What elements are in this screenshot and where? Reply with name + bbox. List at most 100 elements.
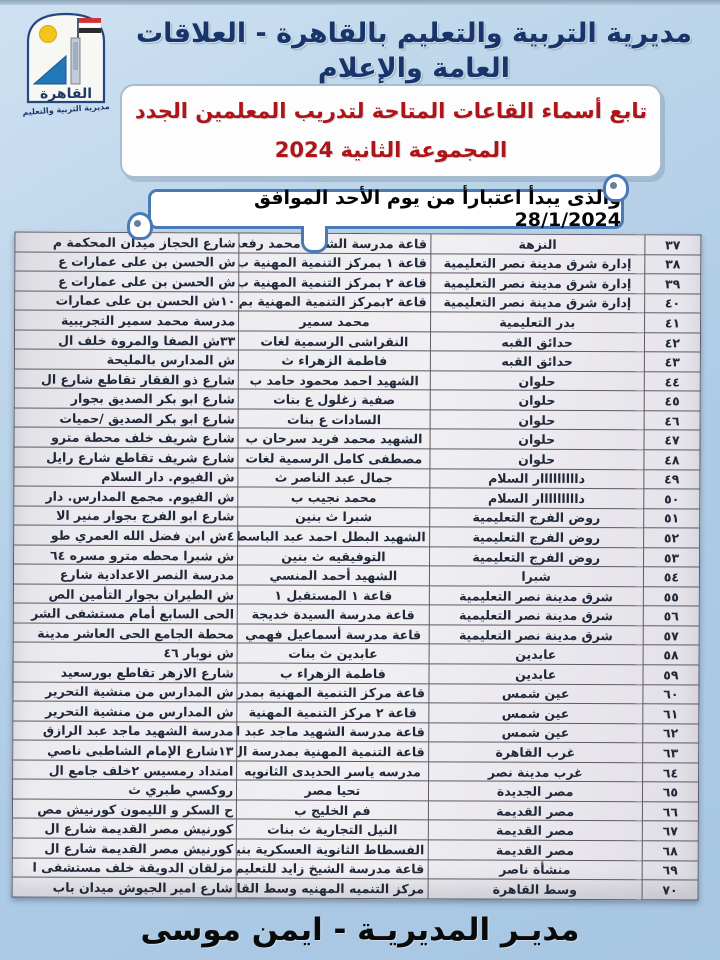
cell-district: بدر التعليمية — [430, 312, 645, 333]
cell-district: شرق مدينة نصر التعليمية — [428, 585, 644, 607]
cell-address: ش الفيوم. دار السلام — [13, 466, 239, 488]
cell-address: شارع ابو بكر الصديق /حميات — [14, 407, 239, 429]
top-edge-ridge — [0, 0, 720, 5]
cell-district: روض الفرج التعليمية — [429, 507, 644, 528]
cell-no: ٤٤ — [644, 371, 701, 392]
cell-district: حلوان — [429, 390, 645, 411]
cell-no: ٥٨ — [642, 645, 700, 666]
cell-address: شارع الحجاز ميدان المحكمة م — [14, 232, 240, 253]
cell-district: عين شمس — [428, 683, 643, 704]
page-title: مديرية التربية والتعليم بالقاهرة - العلا… — [136, 18, 692, 85]
scroll-curl-icon — [127, 212, 153, 240]
directorate-logo: القاهرة مديرية التربية والتعليم — [16, 8, 116, 126]
cell-district: دااااااااار السلام — [429, 487, 644, 509]
cell-address: مزلقان الدويقة خلف مستشفى ا — [12, 857, 237, 879]
cell-no: ٥٠ — [643, 488, 700, 509]
cell-hall: قاعة ٢ بمركز التنمية المهنية ب — [238, 272, 431, 293]
cell-no: ٥٤ — [643, 567, 700, 587]
cell-hall: قاعة مركز التنمية المهنية بمدر — [237, 682, 429, 703]
cell-district: إدارة شرق مدينة نصر التعليمية — [430, 253, 645, 274]
cell-hall: محمد سمير — [238, 311, 431, 332]
cell-hall: مركز التنميه المهنيه وسط القاه — [236, 878, 428, 899]
venues-table-body: ٣٧ النزهة قاعة مدرسة الشهيد محمد رفعت شارع … — [12, 232, 701, 900]
scanned-table-photo: ٣٧ النزهة قاعة مدرسة الشهيد محمد رفعت شارع … — [11, 231, 702, 901]
cell-address: كورنيش مصر القديمة شارع ال — [12, 837, 237, 859]
cell-hall: صفية زغلول ع بنات — [238, 389, 430, 410]
cell-hall: قاعة ٢بمركز التنمية المهنية بم — [238, 291, 431, 313]
cell-hall: الفسطاط الثانوية العسكرية بنين — [236, 838, 428, 860]
cell-district: حدائق القبه — [429, 331, 645, 353]
cell-address: روكسي طبري ث — [12, 779, 237, 800]
cell-district: منشأة ناصر — [427, 859, 643, 880]
cell-district: عابدين — [428, 644, 644, 665]
cell-hall: فاطمة الزهراء ب — [237, 663, 429, 684]
cell-address: ١٣شارع الإمام الشاطبى ناصي — [12, 740, 238, 761]
cell-address: مدرسة النصر الاعدادية شارع — [13, 564, 238, 585]
cell-district: غرب مدينة نصر — [428, 761, 643, 783]
cell-district: شبرا — [428, 566, 644, 587]
cell-no: ٦١ — [642, 703, 699, 724]
cell-address: ش الطيران بجوار التأمين الص — [13, 583, 238, 605]
cell-address: ش المدارس من منشية التحرير — [12, 681, 238, 703]
cell-no: ٦٤ — [642, 762, 699, 783]
cell-address: الحى السابع أمام مستشفى الشر — [13, 603, 238, 624]
cell-no: ٣٨ — [644, 254, 701, 275]
scroll-tail — [301, 226, 328, 253]
cell-hall: الشهيد احمد محمود حامد ب — [238, 369, 430, 391]
announcement-title-line2: المجموعة الثانية 2024 — [274, 138, 508, 162]
cell-address: شارع الازهر تقاطع بورسعيد — [12, 662, 238, 683]
cell-no: ٤٦ — [643, 410, 701, 431]
cell-no: ٣٩ — [644, 273, 701, 294]
cell-hall: شبرا ث بنين — [237, 506, 430, 528]
cell-no: ٤٠ — [644, 293, 701, 314]
cell-no: ٧٠ — [641, 879, 699, 900]
cell-hall: قاعة ١ المستقبل ١ — [237, 584, 429, 606]
cell-no: ٥٦ — [643, 606, 700, 626]
cell-hall: قاعة ١ بمركز التنمية المهنية ب — [239, 252, 431, 273]
cell-no: ٥٣ — [643, 547, 700, 568]
cell-no: ٦٢ — [642, 723, 699, 744]
cell-district: حلوان — [429, 448, 644, 470]
cell-address: ١٠ش الحسن بن على عمارات — [14, 290, 239, 312]
cell-district: غرب القاهرة — [428, 742, 643, 763]
cell-no: ٤٩ — [643, 469, 700, 490]
cell-no: ٦٠ — [642, 684, 699, 705]
cell-address: ش المدارس من منشية التحرير — [12, 701, 238, 722]
cell-hall: قاعة مدرسة الشهيد ماجد عبد ا — [237, 721, 429, 743]
cell-district: النزهة — [430, 233, 645, 255]
cell-hall: السادات ع بنات — [238, 408, 430, 430]
cell-no: ٦٣ — [642, 742, 699, 763]
cell-no: ٦٦ — [642, 801, 699, 822]
scroll-curl-icon — [603, 174, 629, 202]
cell-address: شارع ابو بكر الصديق بجوار — [14, 388, 239, 409]
cell-address: محطة الجامع الحى العاشر مدينة — [13, 622, 238, 644]
cell-district: عابدين — [428, 663, 643, 685]
cell-address: ش الحسن بن على عمارات ع — [14, 271, 240, 292]
announcement-title-line1: تابع أسماء القاعات المتاحة لتدريب المعلم… — [134, 99, 648, 124]
cell-hall: الشهيد محمد فريد سرحان ب — [238, 428, 430, 449]
cell-no: ٤١ — [644, 312, 701, 333]
cell-no: ٥٢ — [643, 527, 700, 548]
cell-address: شارع شريف خلف محطة مترو — [14, 427, 239, 448]
cell-district: شرق مدينة نصر التعليمية — [428, 605, 644, 626]
cell-hall: النيل التجارية ث بنات — [236, 819, 428, 840]
cell-hall: فاطمة الزهراء ث — [238, 350, 430, 371]
cell-no: ٥٩ — [642, 664, 700, 685]
cell-hall: قاعة مدرسة الشهيد محمد رفعت — [239, 232, 431, 254]
cell-address: ش شبرا محطه مترو مسره ٦٤ — [13, 544, 238, 566]
cell-address: مدرسة الشهيد ماجد عبد الرازق — [12, 720, 238, 742]
cell-no: ٦٨ — [642, 840, 699, 861]
cell-address: شارع امير الجيوش ميدان باب — [12, 877, 237, 898]
cell-district: عين شمس — [428, 702, 643, 724]
cell-no: ٤٧ — [643, 430, 701, 451]
cell-no: ٣٧ — [644, 234, 701, 255]
cell-hall: التوفيقيه ث بنين — [237, 545, 430, 567]
cell-hall: قاعة ٢ مركز التنمية المهنية — [237, 702, 429, 723]
cell-address: ٣٣ش الصفا والمروة خلف ال — [14, 329, 239, 351]
cell-district: حلوان — [429, 429, 644, 450]
announcement-title-box: تابع أسماء القاعات المتاحة لتدريب المعلم… — [120, 84, 662, 178]
cell-address: شارع شريف تقاطع شارع رايل — [13, 447, 239, 468]
cell-district: مصر القديمة — [427, 800, 643, 822]
cell-hall: النقراشى الرسمية لغات — [238, 330, 431, 352]
cell-hall: جمال عبد الناصر ث — [238, 467, 430, 488]
